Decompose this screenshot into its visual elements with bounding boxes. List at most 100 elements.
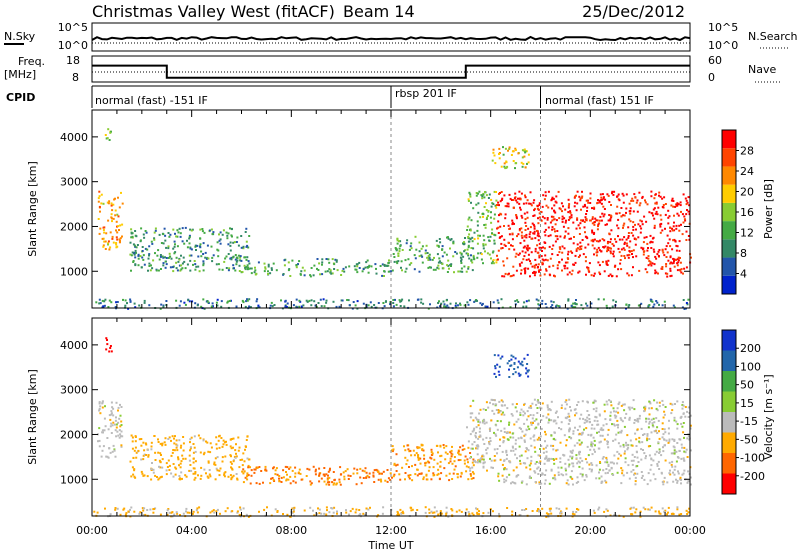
echo-cell [322,298,325,301]
echo-cell [687,416,690,418]
echo-cell [593,419,596,422]
echo-cell [318,262,321,265]
echo-cell [476,229,479,232]
echo-cell [515,217,518,220]
echo-cell [559,512,562,515]
echo-cell [662,403,665,406]
echo-cell [493,190,496,193]
echo-cell [241,271,244,273]
echo-cell [303,269,306,272]
echo-cell [647,445,650,448]
x-tick-label: 08:00 [275,524,307,537]
echo-cell [508,473,511,476]
echo-cell [578,451,580,454]
echo-cell [629,212,632,215]
echo-cell [291,507,294,510]
echo-cell [417,454,419,457]
echo-cell [419,462,422,465]
echo-cell [680,443,683,446]
echo-cell [667,242,670,245]
echo-cell [486,469,488,472]
echo-cell [542,259,545,262]
echo-cell [139,255,142,258]
echo-cell [409,245,412,248]
colorbar-swatch [722,202,736,222]
echo-cell [105,232,108,235]
y-tick-label: 1000 [60,473,88,486]
echo-cell [655,210,658,213]
echo-cell [514,149,517,151]
echo-cell [672,471,674,474]
echo-cell [306,467,309,470]
echo-cell [323,467,326,469]
echo-cell [648,413,651,416]
echo-cell [595,240,598,243]
echo-cell [102,445,105,448]
echo-cell [231,468,234,471]
echo-cell [547,235,550,238]
echo-cell [245,439,248,441]
echo-region-3 [391,443,475,482]
echo-cell [468,513,471,516]
echo-cell [115,435,118,438]
echo-cell [676,202,679,205]
echo-cell [174,243,176,246]
echo-cell [245,513,248,516]
echo-cell [469,299,472,302]
echo-cell [623,243,626,245]
echo-cell [415,452,418,455]
echo-cell [503,243,506,246]
echo-cell [682,193,685,196]
echo-cell [188,459,191,462]
echo-cell [392,475,395,478]
echo-cell [101,449,104,452]
echo-cell [230,234,233,237]
echo-cell [253,471,256,474]
echo-cell [496,448,499,450]
echo-cell [627,256,630,259]
echo-cell [653,217,656,220]
echo-cell [657,250,660,253]
echo-cell [100,455,103,458]
echo-cell [500,235,503,238]
echo-cell [508,368,510,371]
echo-cell [632,228,635,231]
echo-cell [339,483,342,486]
echo-cell [511,481,514,484]
y-tick-label: 1000 [60,265,88,278]
echo-cell [540,407,543,410]
echo-cell [222,229,225,232]
echo-cell [262,481,264,484]
echo-cell [521,360,524,363]
echo-cell [108,139,111,141]
echo-cell [159,254,162,256]
echo-cell [618,212,621,215]
echo-cell [524,270,527,273]
echo-cell [570,214,573,217]
echo-cell [119,403,121,406]
echo-cell [340,473,343,476]
echo-cell [651,237,654,240]
echo-cell [346,299,349,301]
echo-cell [345,511,348,514]
echo-cell [465,470,468,473]
echo-cell [121,235,123,238]
echo-cell [428,253,431,256]
echo-cell [556,264,559,267]
echo-cell [564,407,567,410]
echo-cell [353,265,356,268]
echo-cell [504,245,507,247]
echo-cell [196,511,199,514]
echo-cell [495,434,498,437]
echo-cell [655,202,658,205]
echo-cell [663,476,666,479]
echo-cell [197,255,200,258]
echo-cell [614,438,617,441]
echo-cell [552,218,555,221]
echo-cell [126,302,128,305]
echo-cell [572,483,574,486]
echo-cell [142,454,145,457]
echo-cell [527,161,530,164]
echo-cell [544,303,547,305]
echo-cell [303,274,306,277]
